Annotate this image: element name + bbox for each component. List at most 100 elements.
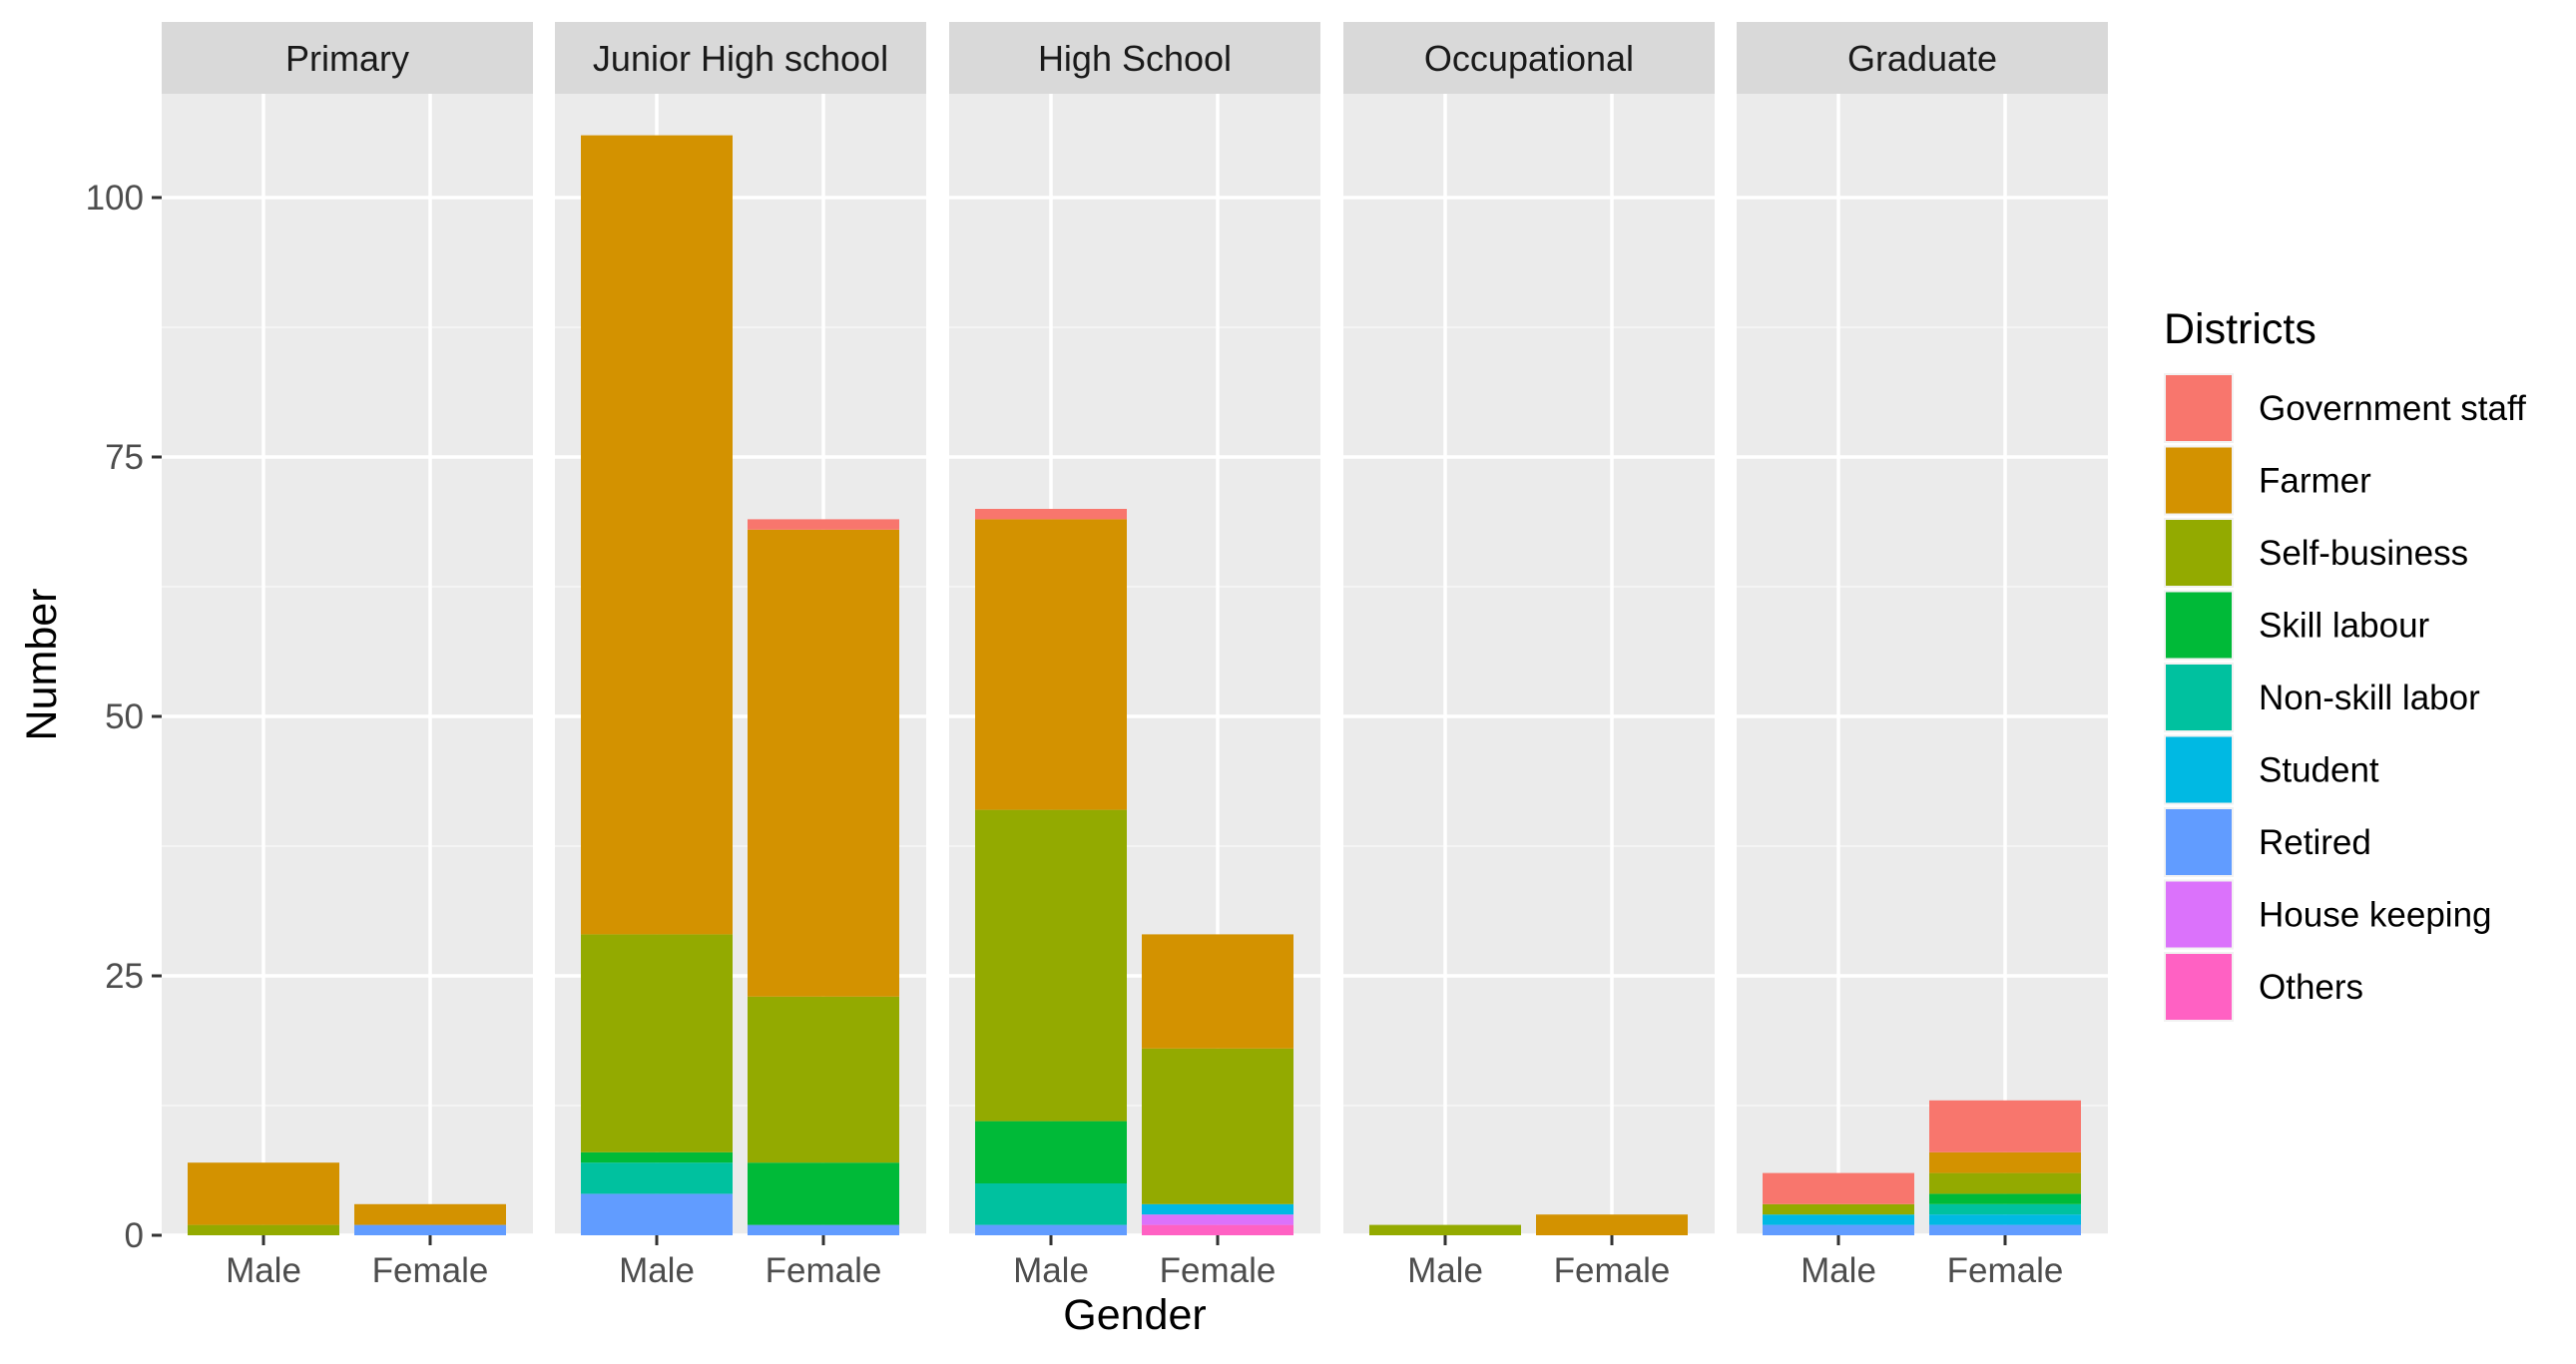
facet-strip-label: Graduate <box>1847 38 1997 79</box>
y-tick-label: 25 <box>105 957 144 996</box>
legend-swatch <box>2166 447 2232 514</box>
bar-segment-retired <box>354 1224 506 1235</box>
facet-strip-label: Occupational <box>1424 38 1634 79</box>
bar-segment-non-skill-labor <box>975 1183 1127 1225</box>
bar-segment-skill-labour <box>975 1121 1127 1183</box>
facet-strip <box>949 22 1320 94</box>
bar-segment-farmer <box>748 529 899 997</box>
bar-segment-retired <box>1763 1224 1914 1235</box>
x-tick-label: Female <box>1160 1251 1277 1290</box>
legend-label: Student <box>2259 751 2379 790</box>
bar-segment-farmer <box>354 1203 506 1225</box>
bar-segment-government-staff <box>1929 1100 2081 1152</box>
legend-swatch <box>2166 375 2232 441</box>
legend-item: Student <box>2164 734 2379 805</box>
bar-segment-student <box>1763 1214 1914 1225</box>
legend-item: Non-skill labor <box>2164 663 2480 732</box>
y-tick-label: 100 <box>86 179 144 218</box>
panel-background <box>1343 94 1715 1235</box>
facet-panel-2: High School Male Female <box>949 22 1320 1290</box>
bar-segment-self-business <box>975 809 1127 1122</box>
legend-label: Government staff <box>2259 389 2526 428</box>
legend-swatch <box>2166 881 2232 948</box>
facet-panel-3: Occupational Male Female <box>1343 22 1715 1290</box>
bar-segment-farmer <box>1536 1214 1688 1235</box>
y-tick-label: 50 <box>105 697 144 736</box>
legend-swatch <box>2166 809 2232 875</box>
legend-swatch <box>2166 736 2232 803</box>
x-tick-label: Female <box>1554 1251 1671 1290</box>
bar-segment-student <box>1142 1203 1293 1215</box>
x-axis-title: Gender <box>1063 1291 1206 1339</box>
bar-segment-skill-labour <box>1929 1193 2081 1204</box>
panel-background <box>1737 94 2108 1235</box>
y-axis-title: Number <box>18 589 66 741</box>
x-tick-label: Male <box>1407 1251 1483 1290</box>
bar-segment-retired <box>748 1224 899 1235</box>
bar-segment-farmer <box>188 1162 339 1225</box>
bar-segment-self-business <box>1763 1203 1914 1215</box>
bar-segment-self-business <box>1369 1224 1521 1235</box>
bar-segment-non-skill-labor <box>1929 1203 2081 1215</box>
bar-segment-skill-labour <box>581 1151 733 1163</box>
facet-panel-0: Primary Male Female <box>162 22 533 1290</box>
bar-segment-farmer <box>1142 934 1293 1049</box>
facet-strip <box>162 22 533 94</box>
bar-segment-non-skill-labor <box>581 1162 733 1194</box>
bar-segment-retired <box>1929 1224 2081 1235</box>
legend-label: Retired <box>2259 823 2371 862</box>
panel-background <box>162 94 533 1235</box>
x-tick-label: Male <box>1013 1251 1089 1290</box>
legend-item: Skill labour <box>2164 590 2430 661</box>
legend-item: Others <box>2164 952 2363 1022</box>
facet-panel-1: Junior High school Male Female <box>555 22 926 1290</box>
facet-strip-label: Primary <box>285 38 409 79</box>
legend-swatch <box>2166 520 2232 586</box>
legend-label: Non-skill labor <box>2259 679 2480 717</box>
x-tick-label: Male <box>1801 1251 1876 1290</box>
bar-segment-skill-labour <box>748 1162 899 1225</box>
x-tick-label: Female <box>1947 1251 2064 1290</box>
legend-label: House keeping <box>2259 896 2492 935</box>
legend-item: Retired <box>2164 807 2371 877</box>
bar-segment-farmer <box>581 135 733 935</box>
bar-segment-government-staff <box>1763 1172 1914 1204</box>
legend-swatch <box>2166 665 2232 730</box>
bar-segment-self-business <box>1929 1172 2081 1194</box>
bar-segment-student <box>1929 1214 2081 1225</box>
bar-segment-retired <box>581 1193 733 1235</box>
facet-panel-4: Graduate Male Female <box>1737 22 2108 1290</box>
legend-item: Government staff <box>2164 373 2526 443</box>
legend-label: Others <box>2259 968 2363 1007</box>
facet-strip <box>1343 22 1715 94</box>
bar-segment-government-staff <box>748 519 899 530</box>
legend-item: Self-business <box>2164 518 2468 588</box>
y-tick-label: 75 <box>105 438 144 477</box>
bar-segment-house-keeping <box>1142 1214 1293 1225</box>
legend-swatch <box>2166 954 2232 1020</box>
x-tick-label: Female <box>372 1251 489 1290</box>
x-tick-label: Female <box>766 1251 882 1290</box>
bar-segment-self-business <box>188 1224 339 1235</box>
bar-segment-others <box>1142 1224 1293 1235</box>
legend-label: Self-business <box>2259 534 2468 573</box>
facet-strip-label: High School <box>1038 38 1232 79</box>
legend-swatch <box>2166 592 2232 659</box>
x-tick-label: Male <box>226 1251 301 1290</box>
x-tick-label: Male <box>619 1251 695 1290</box>
y-tick-label: 0 <box>125 1216 144 1255</box>
legend-label: Skill labour <box>2259 607 2430 646</box>
bar-segment-self-business <box>1142 1048 1293 1204</box>
legend-item: Farmer <box>2164 445 2371 516</box>
bar-segment-self-business <box>748 996 899 1163</box>
bar-segment-retired <box>975 1224 1127 1235</box>
bar-segment-farmer <box>975 519 1127 810</box>
legend-label: Farmer <box>2259 462 2371 501</box>
bar-segment-farmer <box>1929 1151 2081 1173</box>
bar-segment-self-business <box>581 934 733 1152</box>
bar-segment-government-staff <box>975 509 1127 520</box>
facet-strip <box>1737 22 2108 94</box>
facet-strip <box>555 22 926 94</box>
